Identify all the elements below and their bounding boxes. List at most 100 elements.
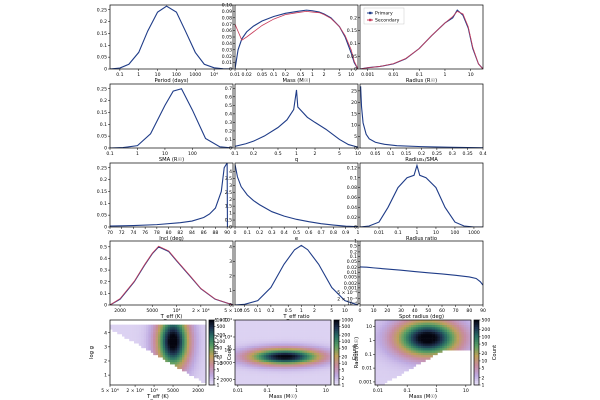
heatmap-cell	[328, 359, 332, 363]
heatmap-cell	[275, 375, 279, 379]
heatmap-cell	[160, 336, 164, 339]
heatmap-cell	[235, 329, 238, 332]
colorbar-tick-label: 1000	[217, 318, 229, 324]
heatmap-cell	[375, 382, 378, 386]
heatmap-cell	[314, 352, 317, 356]
heatmap-cell	[275, 352, 279, 356]
heatmap-cell	[384, 324, 388, 328]
heatmap-cell	[379, 364, 383, 367]
heatmap-cell	[316, 320, 320, 323]
heatmap-cell	[396, 338, 400, 342]
heatmap-cell	[435, 326, 438, 330]
heatmap-cell	[170, 326, 173, 330]
x-tick-label: 1	[416, 230, 419, 236]
heatmap-cell	[437, 322, 441, 325]
y-tick-label: 4	[104, 330, 107, 336]
heatmap-cell	[189, 368, 192, 372]
heatmap-cell	[266, 333, 269, 337]
heatmap-cell	[442, 322, 445, 325]
heatmap-cell	[302, 359, 305, 363]
colorbar-segment	[334, 380, 339, 384]
x-tick-label: 5	[338, 72, 341, 78]
heatmap-cell	[271, 375, 274, 379]
heatmap-cell	[110, 324, 113, 328]
y-tick-label: 5	[354, 134, 357, 140]
heatmap-cell	[456, 345, 460, 349]
heatmap-cell	[292, 336, 296, 339]
heatmap-cell	[432, 331, 436, 335]
heatmap-cell	[427, 350, 431, 353]
heatmap-cell	[170, 333, 173, 337]
heatmap-cell	[237, 382, 241, 386]
heatmap-cell	[261, 338, 265, 342]
heatmap-cell	[186, 359, 190, 363]
heatmap-cell	[461, 345, 465, 349]
heatmap-cell	[278, 380, 281, 383]
heatmap-cell	[138, 343, 142, 346]
heatmap-cell	[406, 331, 409, 335]
heatmap-cell	[403, 329, 407, 332]
heatmap-cell	[297, 357, 301, 360]
heatmap-cell	[170, 352, 173, 356]
heatmap-cell	[375, 347, 378, 351]
heatmap-cell	[158, 343, 161, 346]
heatmap-cell	[259, 373, 262, 377]
heatmap-cell	[268, 357, 272, 360]
heatmap-cell	[256, 373, 260, 377]
heatmap-cell	[244, 357, 248, 360]
y-tick-label: 0	[354, 225, 357, 231]
heatmap-cell	[379, 354, 383, 358]
colorbar-segment	[334, 361, 339, 364]
colorbar-segment	[334, 359, 339, 362]
heatmap-cell	[326, 359, 329, 363]
heatmap-cell	[323, 333, 327, 337]
heatmap-cell	[316, 380, 320, 383]
colorbar-segment	[209, 374, 214, 377]
heatmap-cell	[271, 329, 274, 332]
heatmap-cell	[189, 350, 192, 353]
heatmap-cell	[247, 345, 250, 349]
plot-frame	[234, 240, 359, 306]
heatmap-cell	[280, 380, 284, 383]
heatmap-cell	[389, 375, 393, 379]
heatmap-cell	[297, 343, 301, 346]
heatmap-cell	[283, 371, 286, 374]
heatmap-cell	[384, 364, 388, 367]
y-tick-label: 0.1	[100, 201, 107, 207]
heatmap-cell	[399, 373, 402, 377]
colorbar-tick-label: 500	[342, 324, 351, 330]
heatmap-cell	[266, 368, 269, 372]
heatmap-cell	[167, 357, 171, 360]
heatmap-cell	[198, 373, 202, 377]
heatmap-cell	[423, 343, 426, 346]
heatmap-cell	[263, 366, 267, 370]
heatmap-cell	[172, 361, 176, 365]
heatmap-cell	[268, 368, 272, 372]
legend-entry-primary: Primary	[375, 11, 393, 17]
heatmap-cell	[394, 361, 397, 365]
heatmap-cell	[418, 354, 421, 358]
colorbar-segment	[209, 359, 214, 362]
heatmap-cell	[307, 333, 310, 337]
heatmap-cell	[323, 324, 327, 328]
heatmap-cell	[406, 359, 409, 363]
heatmap-cell	[328, 378, 332, 381]
heatmap-cell	[189, 331, 192, 335]
heatmap-cell	[382, 336, 385, 339]
heatmap-cell	[444, 333, 448, 337]
heatmap-cell	[292, 354, 296, 358]
heatmap-cell	[184, 359, 188, 363]
heatmap-cell	[326, 345, 329, 349]
colorbar-tick-label: 50	[342, 346, 348, 352]
heatmap-cell	[244, 373, 248, 377]
heatmap-cell	[198, 343, 202, 346]
heatmap-cell	[408, 350, 412, 353]
heatmap-cell	[268, 373, 272, 377]
heatmap-cell	[283, 326, 286, 330]
series-line-primary	[360, 86, 483, 148]
heatmap-cell	[430, 354, 433, 358]
x-tick-label: 0.2	[267, 308, 274, 314]
heatmap-cell	[375, 357, 378, 360]
y-tick-label: 5000	[220, 360, 232, 366]
heatmap-cell	[377, 331, 381, 335]
